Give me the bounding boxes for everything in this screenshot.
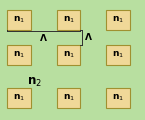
- Text: n$_1$: n$_1$: [112, 15, 124, 25]
- Bar: [106, 45, 130, 65]
- Bar: [106, 10, 130, 30]
- Text: n$_1$: n$_1$: [62, 93, 75, 103]
- Bar: [7, 45, 31, 65]
- Text: n$_1$: n$_1$: [13, 93, 25, 103]
- Text: n$_2$: n$_2$: [27, 76, 42, 89]
- Text: n$_1$: n$_1$: [62, 15, 75, 25]
- Bar: [7, 88, 31, 108]
- Bar: [106, 88, 130, 108]
- Text: n$_1$: n$_1$: [13, 50, 25, 60]
- Text: n$_1$: n$_1$: [112, 50, 124, 60]
- Text: Λ: Λ: [40, 34, 47, 43]
- Bar: [7, 10, 31, 30]
- Text: n$_1$: n$_1$: [112, 93, 124, 103]
- Bar: [57, 10, 80, 30]
- Text: n$_1$: n$_1$: [62, 50, 75, 60]
- Bar: [57, 45, 80, 65]
- Bar: [57, 88, 80, 108]
- Text: n$_1$: n$_1$: [13, 15, 25, 25]
- Text: Λ: Λ: [85, 33, 92, 42]
